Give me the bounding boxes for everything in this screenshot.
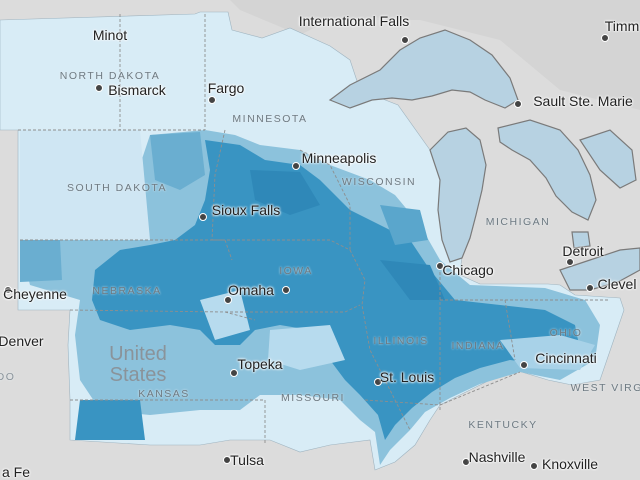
state-label-michigan: MICHIGAN: [485, 215, 551, 228]
city-label-denver[interactable]: Denver: [0, 333, 44, 349]
state-label-north-dakota: NORTH DAKOTA: [59, 69, 161, 82]
city-marker-bismarck[interactable]: [95, 84, 103, 92]
city-marker-tulsa[interactable]: [223, 456, 231, 464]
choropleth-patch-illinois: [380, 260, 445, 300]
state-label-nebraska: NEBRASKA: [92, 284, 162, 297]
city-marker-chicago[interactable]: [436, 262, 444, 270]
city-label-knoxville[interactable]: Knoxville: [541, 456, 599, 472]
state-borders: [18, 14, 610, 445]
lake-huron: [497, 119, 597, 221]
city-marker-detroit[interactable]: [566, 258, 574, 266]
state-label-kansas: KANSAS: [138, 387, 190, 400]
state-label-indiana: INDIANA: [451, 339, 505, 352]
city-label-tulsa[interactable]: Tulsa: [230, 452, 264, 468]
city-marker-cincinnati[interactable]: [520, 361, 528, 369]
lake-michigan: [429, 127, 487, 263]
city-label-bismarck[interactable]: Bismarck: [108, 82, 166, 98]
canada-land: [0, 0, 640, 110]
city-label-cincinnati[interactable]: Cincinnati: [535, 350, 597, 366]
lake-st-clair: [571, 231, 591, 249]
city-marker-sioux-falls[interactable]: [199, 213, 207, 221]
country-label-line1: United: [109, 343, 167, 365]
city-marker-international-falls[interactable]: [401, 36, 409, 44]
choropleth-patch-wisconsin: [380, 205, 428, 245]
city-label-international-falls[interactable]: International Falls: [298, 13, 410, 29]
state-label-south-dakota: SOUTH DAKOTA: [66, 181, 168, 194]
city-marker-fargo[interactable]: [208, 96, 216, 104]
city-marker-sault-ste-marie[interactable]: [514, 100, 522, 108]
city-marker-knoxville[interactable]: [530, 462, 538, 470]
choropleth-dark-core: [92, 140, 580, 440]
city-label-sault-ste-marie[interactable]: Sault Ste. Marie: [533, 93, 633, 109]
state-label-kentucky: KENTUCKY: [468, 418, 538, 431]
city-label-fargo[interactable]: Fargo: [207, 80, 245, 96]
city-label-detroit[interactable]: Detroit: [562, 243, 604, 259]
state-label-missouri: MISSOURI: [281, 391, 345, 404]
choropleth-patch-wyoming: [20, 240, 62, 282]
state-label-iowa: IOWA: [279, 264, 313, 277]
lake-erie: [559, 247, 640, 291]
city-label-chicago[interactable]: Chicago: [442, 262, 494, 278]
georgian-bay: [579, 129, 637, 189]
city-marker-omaha[interactable]: [224, 296, 232, 304]
city-marker-st-louis[interactable]: [374, 378, 382, 386]
choropleth-patch-light-1: [200, 290, 250, 340]
city-label-st-louis[interactable]: St. Louis: [379, 369, 435, 385]
choropleth-patch-sd-west: [20, 130, 150, 240]
city-marker-timmins[interactable]: [601, 34, 609, 42]
edge-fragment-label: DO: [0, 370, 16, 383]
country-label-line2: States: [109, 364, 167, 386]
state-label-minnesota: MINNESOTA: [232, 112, 308, 125]
state-label-ohio: OHIO: [549, 326, 583, 339]
city-marker-nashville[interactable]: [462, 458, 470, 466]
city-label-minot[interactable]: Minot: [92, 27, 128, 43]
city-label-cheyenne[interactable]: Cheyenne: [3, 286, 67, 302]
city-marker-cheyenne[interactable]: [4, 286, 12, 294]
city-label-omaha[interactable]: Omaha: [228, 282, 274, 298]
state-label-illinois: ILLINOIS: [373, 334, 429, 347]
lake-superior: [328, 29, 519, 109]
city-label-sioux-falls[interactable]: Sioux Falls: [211, 202, 281, 218]
choropleth-patch-minnesota: [250, 170, 320, 215]
city-marker-des-moines[interactable]: [282, 286, 290, 294]
country-label: United States: [109, 344, 167, 386]
city-label-santa-fe[interactable]: a Fe: [1, 464, 31, 480]
choropleth-patch-kansas: [75, 400, 145, 440]
state-label-wisconsin: WISCONSIN: [341, 175, 417, 188]
city-label-minneapolis[interactable]: Minneapolis: [301, 150, 377, 166]
city-marker-cleveland[interactable]: [586, 284, 594, 292]
city-label-cleveland[interactable]: Clevel: [597, 276, 637, 292]
city-marker-topeka[interactable]: [230, 369, 238, 377]
city-label-nashville[interactable]: Nashville: [468, 449, 526, 465]
city-label-topeka[interactable]: Topeka: [237, 356, 283, 372]
great-lakes: [328, 29, 640, 291]
choropleth-patch-light-2: [268, 325, 345, 370]
choropleth-patch-sdakota: [150, 132, 205, 190]
city-marker-minneapolis[interactable]: [292, 162, 300, 170]
city-label-timmins[interactable]: Timm: [604, 18, 640, 34]
state-label-west-virginia: WEST VIRGI: [570, 381, 640, 394]
